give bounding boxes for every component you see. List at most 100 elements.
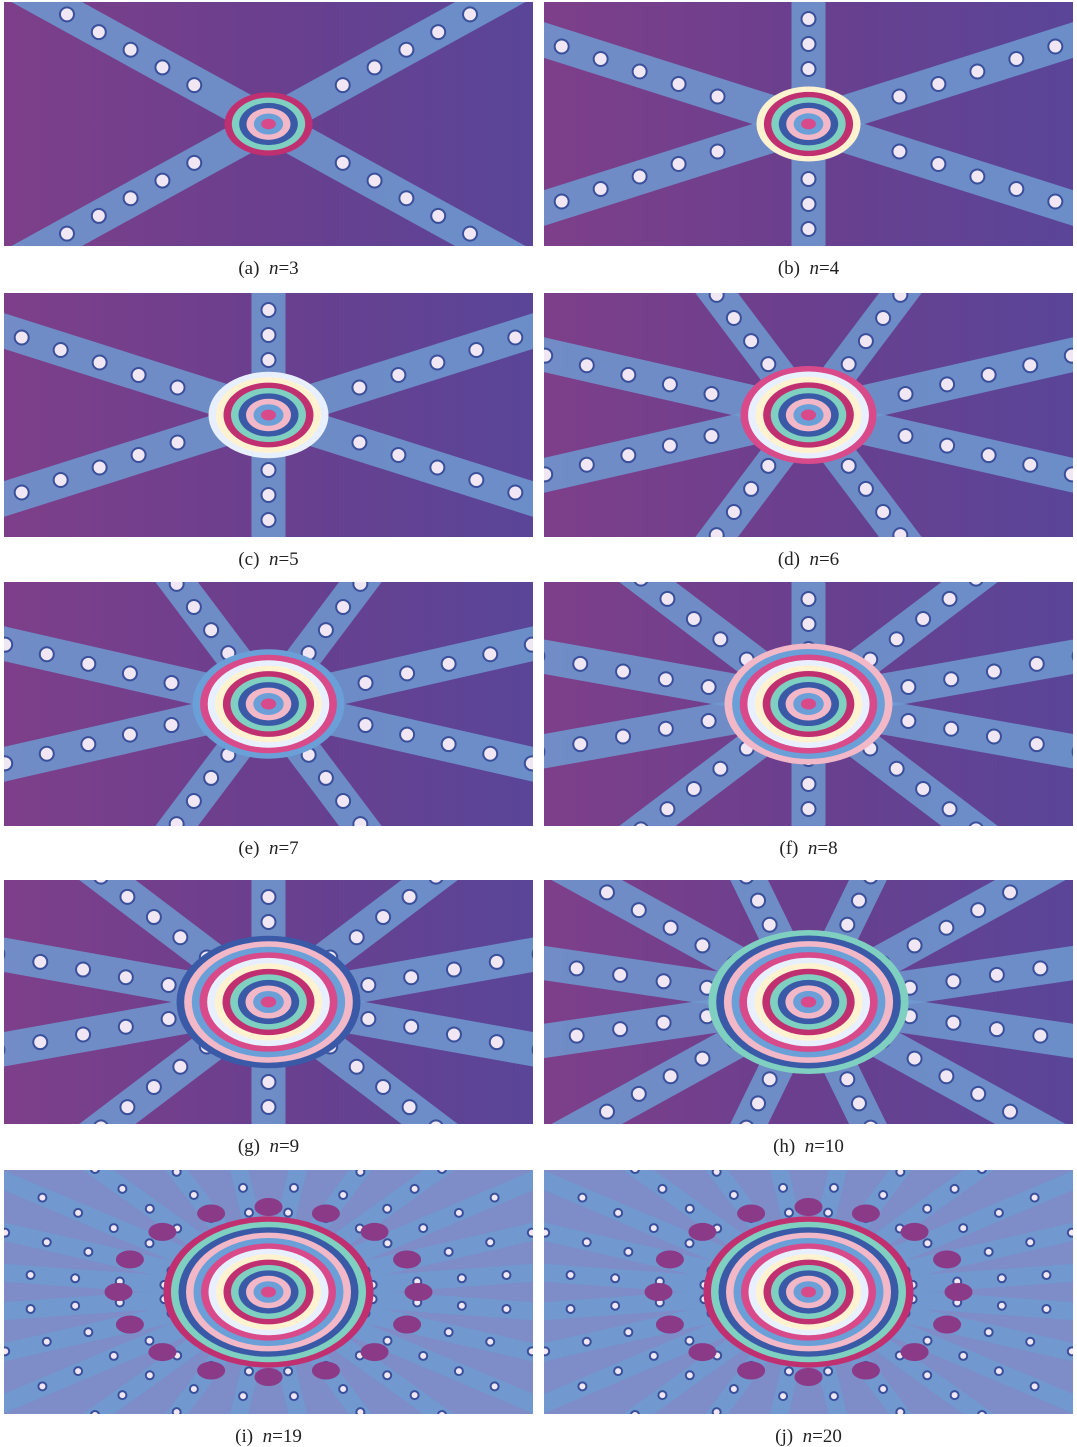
bulb [132,448,146,462]
figure-panel: (d) n=6 [544,293,1073,571]
bulb [785,1367,793,1375]
bulb [92,25,106,39]
bulb [262,513,276,527]
bulb [614,1367,622,1375]
bulb [658,1185,666,1193]
bulb [685,1337,693,1345]
caption-value: =10 [814,1136,844,1157]
lobe [901,1223,929,1241]
bulb [852,894,866,908]
bulb [763,918,777,932]
bulb [570,961,584,975]
bulb [779,1184,787,1192]
lobe [656,1250,684,1268]
bulb [713,762,727,776]
bulb [187,600,201,614]
bulb [118,1391,126,1399]
bulb [399,191,413,205]
bulb [943,802,957,816]
bulb [567,1271,575,1279]
lobe [361,1343,389,1361]
bulb [528,1229,533,1237]
bulb [916,612,930,626]
bulb [384,1239,392,1247]
bulb [631,1170,639,1173]
bulb [657,1016,671,1030]
bulb [84,1328,92,1336]
bulb [842,459,856,473]
bulb [1026,1238,1034,1246]
bulb [528,1347,533,1355]
bulb [376,1080,390,1094]
fractal-image [4,2,533,246]
bulb [713,1408,721,1414]
bulb [658,1391,666,1399]
center-ring [801,410,816,421]
bulb [573,657,587,671]
bulb [431,209,445,223]
bulb [660,592,674,606]
bulb [970,170,984,184]
lobe [656,1316,684,1334]
bulb [624,1328,632,1336]
caption: (j) n=20 [544,1426,1073,1447]
bulb [852,1096,866,1110]
bulb [876,311,890,325]
caption: (e) n=7 [4,838,533,860]
figure-panel: (b) n=4 [544,2,1073,280]
fractal-image [544,880,1073,1124]
bulb [802,617,816,631]
caption-variable: n [809,549,819,570]
bulb [802,12,816,26]
bulb [187,794,201,808]
bulb [842,357,856,371]
bulb [824,1367,832,1375]
bulb [621,448,635,462]
bulb [943,592,957,606]
bulb [761,357,775,371]
bulb [632,1087,646,1101]
bulb [525,638,533,652]
caption-value: =3 [278,258,298,279]
bulb [959,1224,967,1232]
bulb [896,1408,904,1414]
bulb [686,1205,694,1213]
bulb [361,1012,375,1026]
bulb [1023,458,1037,472]
lobe [688,1223,716,1241]
figure-panel: (f) n=8 [544,582,1073,860]
bulb [463,227,477,241]
bulb [361,978,375,992]
bulb [400,666,414,680]
bulb [713,1170,721,1176]
bulb [290,1184,298,1192]
bulb [686,1371,694,1379]
bulb [632,903,646,917]
bulb [419,1224,427,1232]
bulb [982,368,996,382]
caption-value: =19 [272,1426,302,1447]
bulb [438,1170,446,1173]
bulb [987,729,1001,743]
lobe [197,1362,225,1380]
bulb [944,722,958,736]
bulb [946,1016,960,1030]
bulb [859,334,873,348]
bulb [1009,182,1023,196]
bulb [685,1239,693,1247]
bulb [990,1022,1004,1036]
bulb [350,1060,364,1074]
caption-variable: n [269,838,279,859]
bulb [802,37,816,51]
bulb [445,1248,453,1256]
bulb [995,1367,1003,1375]
bulb [483,647,497,661]
bulb [359,718,373,732]
bulb [15,486,29,500]
caption-tag: (a) [238,258,259,279]
figure: (a) n =3 (b) n=4 (c) n=5 (d) n=6 (e) n=7 (f) n… [0,0,1077,1447]
bulb [284,1367,292,1375]
caption: (c) n=5 [4,549,533,571]
bulb [650,1224,658,1232]
bulb [486,1238,494,1246]
